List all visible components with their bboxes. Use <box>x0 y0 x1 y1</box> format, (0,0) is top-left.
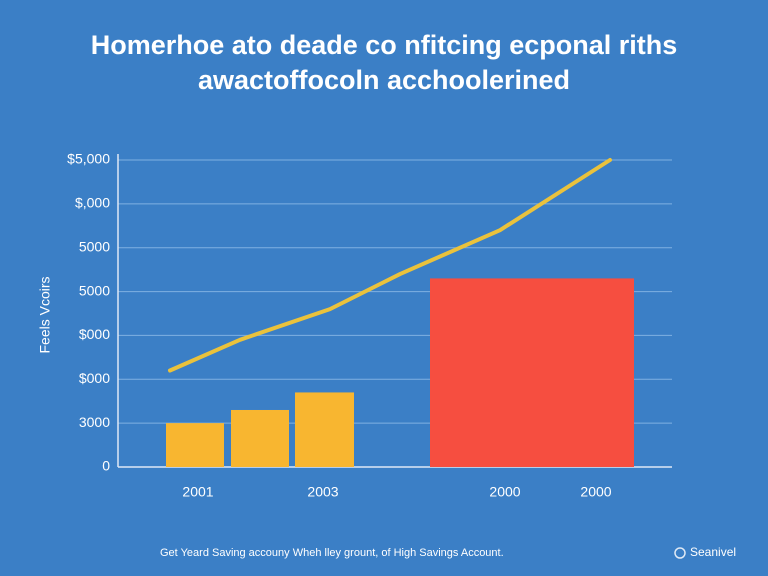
y-tick-label: $000 <box>79 370 110 386</box>
y-tick-label: 3000 <box>79 414 110 430</box>
brand: Seanivel <box>690 545 736 559</box>
x-tick-label: 2003 <box>307 484 338 500</box>
bar <box>166 423 224 467</box>
y-tick-label: $,000 <box>75 195 110 211</box>
trend-line <box>168 158 612 373</box>
bar <box>295 392 354 467</box>
y-tick-label: $5,000 <box>67 151 110 167</box>
y-tick-label: 5000 <box>79 238 110 254</box>
chart-subtitle: awactoffocoln acchoolerined <box>198 65 570 95</box>
y-tick-label: $000 <box>79 326 110 342</box>
y-tick-label: 5000 <box>79 282 110 298</box>
bar <box>430 278 634 467</box>
x-tick-label: 2001 <box>182 484 213 500</box>
chart-title: Homerhoe ato deade co nfitcing ecponal r… <box>91 30 678 60</box>
y-tick-label: 0 <box>102 458 110 474</box>
x-tick-label: 2000 <box>489 484 520 500</box>
x-tick-label: 2000 <box>580 484 611 500</box>
brand-icon <box>674 547 686 559</box>
bar <box>231 409 289 467</box>
footer: Get Yeard Saving accouny Wheh lley groun… <box>160 547 504 559</box>
y-axis-label: Feels Vcoirs <box>37 276 53 353</box>
